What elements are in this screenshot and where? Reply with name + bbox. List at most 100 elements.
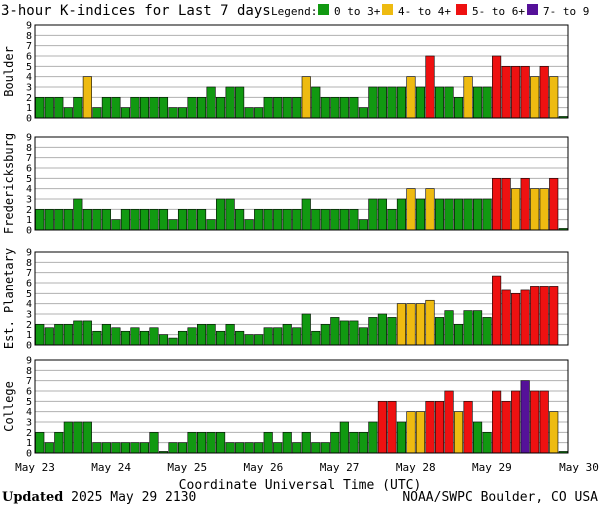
bar xyxy=(339,97,349,119)
bar xyxy=(549,411,559,454)
bar xyxy=(206,432,216,454)
y-tick-label: 6 xyxy=(26,387,32,398)
bar xyxy=(282,97,292,119)
bar xyxy=(311,442,321,454)
x-axis-tick-labels: May 23 May 24 May 25 May 26 May 27 May 28 May … xyxy=(15,461,599,474)
bar xyxy=(225,324,235,346)
bar xyxy=(358,327,368,346)
bar xyxy=(244,107,254,119)
bar xyxy=(282,324,292,346)
bar xyxy=(92,330,102,346)
y-tick-label: 4 xyxy=(26,184,32,195)
y-axis-label: Fredericksburg xyxy=(2,133,16,234)
bar xyxy=(92,442,102,454)
bar xyxy=(225,198,235,231)
panel-frame xyxy=(34,251,569,346)
y-tick-label: 5 xyxy=(26,397,32,408)
legend-item-label: 5- to 6+ xyxy=(472,5,525,18)
bar xyxy=(254,209,264,231)
bar xyxy=(387,209,397,231)
y-tick-label: 4 xyxy=(26,299,32,310)
y-tick-label: 8 xyxy=(26,258,32,269)
bar xyxy=(396,421,406,454)
panel-frame xyxy=(34,136,569,231)
bar xyxy=(415,303,426,346)
bar xyxy=(282,209,292,231)
y-tick-label: 5 xyxy=(26,174,32,185)
bar xyxy=(473,86,483,119)
bar xyxy=(434,401,445,454)
bar xyxy=(273,327,283,346)
bar xyxy=(73,421,83,454)
y-tick-label: 9 xyxy=(26,356,32,367)
bar xyxy=(349,432,359,454)
legend-swatch xyxy=(456,4,467,15)
legend-swatch xyxy=(382,4,393,15)
bar xyxy=(158,334,169,346)
bar xyxy=(168,107,178,119)
bar xyxy=(44,209,54,231)
bar xyxy=(396,198,406,231)
bar xyxy=(320,209,330,231)
bar xyxy=(235,442,245,454)
y-axis-label: Boulder xyxy=(2,46,16,97)
bar xyxy=(539,66,549,119)
bar xyxy=(120,209,130,231)
bar xyxy=(139,330,150,346)
bar xyxy=(444,310,454,346)
bar xyxy=(311,209,321,231)
bar xyxy=(349,320,359,346)
bar xyxy=(311,86,321,119)
bar xyxy=(235,209,245,231)
bar xyxy=(54,324,64,346)
bar xyxy=(415,198,426,231)
bar xyxy=(501,66,511,119)
bar xyxy=(453,97,464,119)
bar xyxy=(368,317,378,346)
bar xyxy=(492,275,502,346)
bar xyxy=(387,317,397,346)
bar xyxy=(453,411,464,454)
bar xyxy=(263,97,273,119)
bar xyxy=(82,76,92,119)
bar xyxy=(482,86,492,119)
y-tick-label: 8 xyxy=(26,143,32,154)
bar xyxy=(530,188,540,231)
bar xyxy=(139,97,150,119)
bar xyxy=(425,55,435,119)
bar xyxy=(177,209,188,231)
x-tick-label: May 28 xyxy=(396,461,436,474)
bar xyxy=(292,327,302,346)
y-tick-label: 9 xyxy=(26,248,32,259)
bar xyxy=(415,86,426,119)
bar xyxy=(301,76,311,119)
bar xyxy=(197,97,207,119)
bar xyxy=(254,442,264,454)
bar xyxy=(539,390,549,454)
x-tick-label: May 29 xyxy=(472,461,512,474)
bar xyxy=(482,432,492,454)
y-tick-label: 4 xyxy=(26,407,32,418)
y-tick-label: 5 xyxy=(26,62,32,73)
bar xyxy=(82,209,92,231)
y-tick-label: 1 xyxy=(26,215,32,226)
bar xyxy=(158,209,169,231)
y-tick-label: 3 xyxy=(26,310,32,321)
bar xyxy=(244,442,254,454)
bar xyxy=(187,327,197,346)
bar xyxy=(35,432,45,454)
y-tick-label: 0 xyxy=(26,449,32,460)
bar xyxy=(273,209,283,231)
bar xyxy=(301,198,311,231)
x-tick-label: May 26 xyxy=(244,461,284,474)
bar xyxy=(130,327,140,346)
bar xyxy=(473,310,483,346)
bar xyxy=(168,442,178,454)
bar xyxy=(368,421,378,454)
bar xyxy=(368,198,378,231)
bar xyxy=(406,411,416,454)
bar xyxy=(63,324,73,346)
bar xyxy=(149,432,159,454)
